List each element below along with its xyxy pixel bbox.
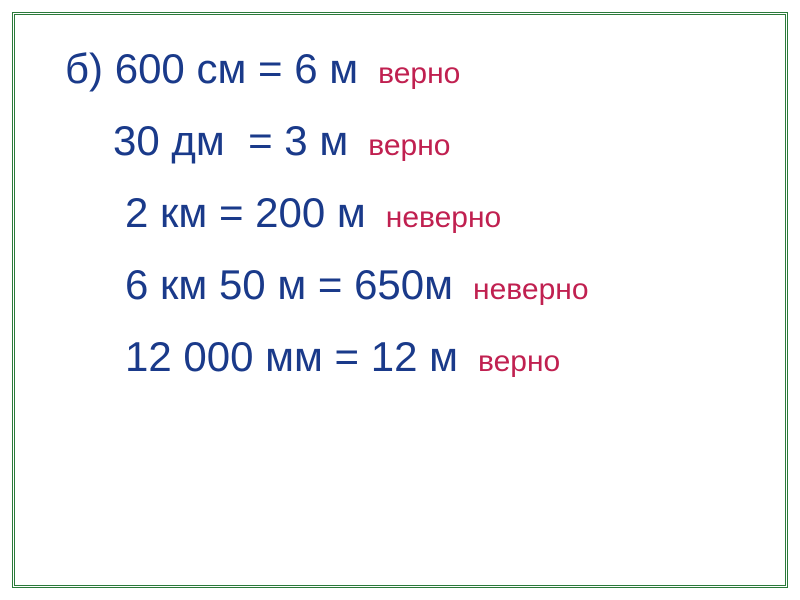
verdict-label: неверно	[386, 201, 501, 235]
equation-row: 12 000 мм = 12 м верно	[65, 333, 755, 381]
equation-row: 6 км 50 м = 650м неверно	[65, 261, 755, 309]
equation-row: 2 км = 200 м неверно	[65, 189, 755, 237]
content-frame: б) 600 см = 6 м верно 30 дм = 3 м верно …	[12, 12, 788, 588]
equation-text: 12 000 мм = 12 м	[125, 333, 458, 381]
verdict-label: верно	[368, 129, 450, 163]
equation-row: б) 600 см = 6 м верно	[65, 45, 755, 93]
verdict-label: верно	[378, 57, 460, 91]
verdict-label: неверно	[473, 273, 588, 307]
equation-row: 30 дм = 3 м верно	[65, 117, 755, 165]
equation-text: 30 дм = 3 м	[113, 117, 348, 165]
equation-text: 6 км 50 м = 650м	[125, 261, 453, 309]
equation-text: б) 600 см = 6 м	[65, 45, 358, 93]
equation-text: 2 км = 200 м	[125, 189, 366, 237]
verdict-label: верно	[478, 345, 560, 379]
